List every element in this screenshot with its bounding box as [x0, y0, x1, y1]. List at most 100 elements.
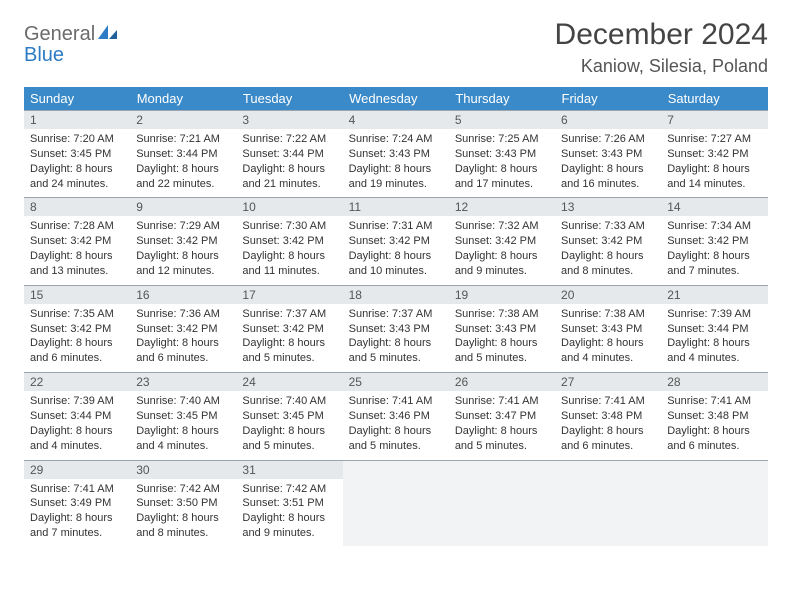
- sunrise-line: Sunrise: 7:42 AM: [242, 482, 336, 497]
- calendar-day-cell: 30Sunrise: 7:42 AMSunset: 3:50 PMDayligh…: [130, 460, 236, 547]
- sunset-line: Sunset: 3:42 PM: [242, 234, 336, 249]
- calendar-day-cell: 1Sunrise: 7:20 AMSunset: 3:45 PMDaylight…: [24, 110, 130, 197]
- day-number: 27: [555, 373, 661, 391]
- daylight-line: Daylight: 8 hours and 12 minutes.: [136, 249, 230, 279]
- calendar-week-row: 8Sunrise: 7:28 AMSunset: 3:42 PMDaylight…: [24, 197, 768, 284]
- daylight-line: Daylight: 8 hours and 10 minutes.: [349, 249, 443, 279]
- calendar-table: SundayMondayTuesdayWednesdayThursdayFrid…: [24, 87, 768, 547]
- day-cell: 26Sunrise: 7:41 AMSunset: 3:47 PMDayligh…: [449, 372, 555, 459]
- calendar-day-cell: 31Sunrise: 7:42 AMSunset: 3:51 PMDayligh…: [236, 460, 342, 547]
- daylight-line: Daylight: 8 hours and 4 minutes.: [30, 424, 124, 454]
- daylight-line: Daylight: 8 hours and 6 minutes.: [561, 424, 655, 454]
- sunset-line: Sunset: 3:43 PM: [561, 322, 655, 337]
- title-block: December 2024 Kaniow, Silesia, Poland: [555, 18, 768, 77]
- calendar-day-cell: 9Sunrise: 7:29 AMSunset: 3:42 PMDaylight…: [130, 197, 236, 284]
- day-body: Sunrise: 7:30 AMSunset: 3:42 PMDaylight:…: [236, 216, 342, 280]
- daylight-line: Daylight: 8 hours and 22 minutes.: [136, 162, 230, 192]
- calendar-day-cell: 6Sunrise: 7:26 AMSunset: 3:43 PMDaylight…: [555, 110, 661, 197]
- day-cell: 12Sunrise: 7:32 AMSunset: 3:42 PMDayligh…: [449, 197, 555, 284]
- calendar-day-cell: 5Sunrise: 7:25 AMSunset: 3:43 PMDaylight…: [449, 110, 555, 197]
- sunrise-line: Sunrise: 7:40 AM: [242, 394, 336, 409]
- day-number: 11: [343, 198, 449, 216]
- day-number: 23: [130, 373, 236, 391]
- sunrise-line: Sunrise: 7:37 AM: [349, 307, 443, 322]
- sunrise-line: Sunrise: 7:29 AM: [136, 219, 230, 234]
- weekday-header: Sunday: [24, 87, 130, 110]
- sunrise-line: Sunrise: 7:41 AM: [667, 394, 761, 409]
- day-number: 30: [130, 461, 236, 479]
- daylight-line: Daylight: 8 hours and 5 minutes.: [242, 424, 336, 454]
- daylight-line: Daylight: 8 hours and 17 minutes.: [455, 162, 549, 192]
- sunrise-line: Sunrise: 7:35 AM: [30, 307, 124, 322]
- day-cell: 4Sunrise: 7:24 AMSunset: 3:43 PMDaylight…: [343, 110, 449, 197]
- daylight-line: Daylight: 8 hours and 11 minutes.: [242, 249, 336, 279]
- day-cell: 5Sunrise: 7:25 AMSunset: 3:43 PMDaylight…: [449, 110, 555, 197]
- sunrise-line: Sunrise: 7:37 AM: [242, 307, 336, 322]
- day-number: 24: [236, 373, 342, 391]
- sunset-line: Sunset: 3:42 PM: [30, 234, 124, 249]
- daylight-line: Daylight: 8 hours and 8 minutes.: [136, 511, 230, 541]
- day-number: 9: [130, 198, 236, 216]
- sunset-line: Sunset: 3:45 PM: [136, 409, 230, 424]
- daylight-line: Daylight: 8 hours and 19 minutes.: [349, 162, 443, 192]
- day-body: Sunrise: 7:39 AMSunset: 3:44 PMDaylight:…: [24, 391, 130, 455]
- calendar-empty-cell: [343, 460, 449, 547]
- day-body: Sunrise: 7:25 AMSunset: 3:43 PMDaylight:…: [449, 129, 555, 193]
- day-number: 15: [24, 286, 130, 304]
- sunrise-line: Sunrise: 7:32 AM: [455, 219, 549, 234]
- daylight-line: Daylight: 8 hours and 7 minutes.: [667, 249, 761, 279]
- weekday-header: Monday: [130, 87, 236, 110]
- sunset-line: Sunset: 3:43 PM: [349, 322, 443, 337]
- location: Kaniow, Silesia, Poland: [555, 56, 768, 77]
- day-cell: 13Sunrise: 7:33 AMSunset: 3:42 PMDayligh…: [555, 197, 661, 284]
- calendar-day-cell: 18Sunrise: 7:37 AMSunset: 3:43 PMDayligh…: [343, 285, 449, 372]
- daylight-line: Daylight: 8 hours and 16 minutes.: [561, 162, 655, 192]
- sunset-line: Sunset: 3:44 PM: [136, 147, 230, 162]
- daylight-line: Daylight: 8 hours and 6 minutes.: [136, 336, 230, 366]
- calendar-day-cell: 20Sunrise: 7:38 AMSunset: 3:43 PMDayligh…: [555, 285, 661, 372]
- sunrise-line: Sunrise: 7:25 AM: [455, 132, 549, 147]
- day-body: Sunrise: 7:41 AMSunset: 3:48 PMDaylight:…: [661, 391, 767, 455]
- sunset-line: Sunset: 3:49 PM: [30, 496, 124, 511]
- day-body: Sunrise: 7:42 AMSunset: 3:50 PMDaylight:…: [130, 479, 236, 543]
- calendar-day-cell: 27Sunrise: 7:41 AMSunset: 3:48 PMDayligh…: [555, 372, 661, 459]
- sunset-line: Sunset: 3:51 PM: [242, 496, 336, 511]
- weekday-header: Wednesday: [343, 87, 449, 110]
- daylight-line: Daylight: 8 hours and 24 minutes.: [30, 162, 124, 192]
- day-cell: 28Sunrise: 7:41 AMSunset: 3:48 PMDayligh…: [661, 372, 767, 459]
- day-number: 29: [24, 461, 130, 479]
- sunrise-line: Sunrise: 7:39 AM: [30, 394, 124, 409]
- day-cell: 17Sunrise: 7:37 AMSunset: 3:42 PMDayligh…: [236, 285, 342, 372]
- day-number: 3: [236, 111, 342, 129]
- day-number: 7: [661, 111, 767, 129]
- calendar-day-cell: 24Sunrise: 7:40 AMSunset: 3:45 PMDayligh…: [236, 372, 342, 459]
- day-number: 25: [343, 373, 449, 391]
- sunset-line: Sunset: 3:43 PM: [349, 147, 443, 162]
- day-cell: 16Sunrise: 7:36 AMSunset: 3:42 PMDayligh…: [130, 285, 236, 372]
- daylight-line: Daylight: 8 hours and 5 minutes.: [349, 336, 443, 366]
- weekday-header: Friday: [555, 87, 661, 110]
- sunset-line: Sunset: 3:42 PM: [455, 234, 549, 249]
- sunrise-line: Sunrise: 7:39 AM: [667, 307, 761, 322]
- sunrise-line: Sunrise: 7:33 AM: [561, 219, 655, 234]
- day-number: 14: [661, 198, 767, 216]
- calendar-day-cell: 21Sunrise: 7:39 AMSunset: 3:44 PMDayligh…: [661, 285, 767, 372]
- day-cell: 10Sunrise: 7:30 AMSunset: 3:42 PMDayligh…: [236, 197, 342, 284]
- day-body: Sunrise: 7:42 AMSunset: 3:51 PMDaylight:…: [236, 479, 342, 543]
- day-cell: 21Sunrise: 7:39 AMSunset: 3:44 PMDayligh…: [661, 285, 767, 372]
- sunset-line: Sunset: 3:42 PM: [667, 147, 761, 162]
- day-body: Sunrise: 7:37 AMSunset: 3:43 PMDaylight:…: [343, 304, 449, 368]
- day-number: 5: [449, 111, 555, 129]
- sunset-line: Sunset: 3:48 PM: [561, 409, 655, 424]
- sunrise-line: Sunrise: 7:41 AM: [455, 394, 549, 409]
- calendar-day-cell: 8Sunrise: 7:28 AMSunset: 3:42 PMDaylight…: [24, 197, 130, 284]
- day-cell: 2Sunrise: 7:21 AMSunset: 3:44 PMDaylight…: [130, 110, 236, 197]
- day-body: Sunrise: 7:34 AMSunset: 3:42 PMDaylight:…: [661, 216, 767, 280]
- sunrise-line: Sunrise: 7:31 AM: [349, 219, 443, 234]
- day-body: Sunrise: 7:20 AMSunset: 3:45 PMDaylight:…: [24, 129, 130, 193]
- daylight-line: Daylight: 8 hours and 21 minutes.: [242, 162, 336, 192]
- daylight-line: Daylight: 8 hours and 4 minutes.: [136, 424, 230, 454]
- day-body: Sunrise: 7:41 AMSunset: 3:47 PMDaylight:…: [449, 391, 555, 455]
- sunrise-line: Sunrise: 7:20 AM: [30, 132, 124, 147]
- day-body: Sunrise: 7:41 AMSunset: 3:48 PMDaylight:…: [555, 391, 661, 455]
